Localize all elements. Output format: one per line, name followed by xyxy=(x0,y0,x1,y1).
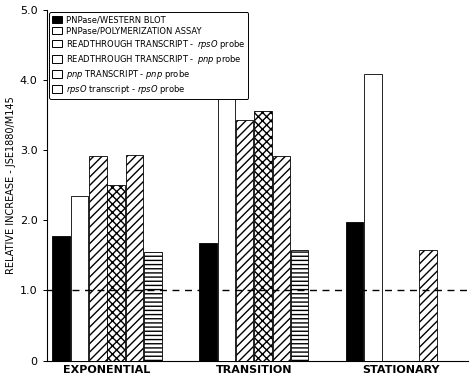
Y-axis label: RELATIVE INCREASE - JSE1880/M145: RELATIVE INCREASE - JSE1880/M145 xyxy=(6,96,16,274)
Bar xyxy=(273,155,290,360)
Bar xyxy=(126,155,143,360)
Bar xyxy=(89,155,107,360)
Bar xyxy=(291,250,309,360)
Bar xyxy=(199,243,217,360)
Bar xyxy=(346,222,364,360)
Bar xyxy=(71,195,88,360)
Bar xyxy=(108,185,125,360)
Bar xyxy=(419,250,437,360)
Bar xyxy=(254,111,272,360)
Bar xyxy=(144,252,162,360)
Legend: PNPase/WESTERN BLOT, PNPase/POLYMERIZATION ASSAY, READTHROUGH TRANSCRIPT -  $\it: PNPase/WESTERN BLOT, PNPase/POLYMERIZATI… xyxy=(49,12,248,99)
Bar xyxy=(218,74,235,360)
Bar xyxy=(53,235,70,360)
Bar xyxy=(236,120,253,360)
Bar xyxy=(365,74,382,360)
